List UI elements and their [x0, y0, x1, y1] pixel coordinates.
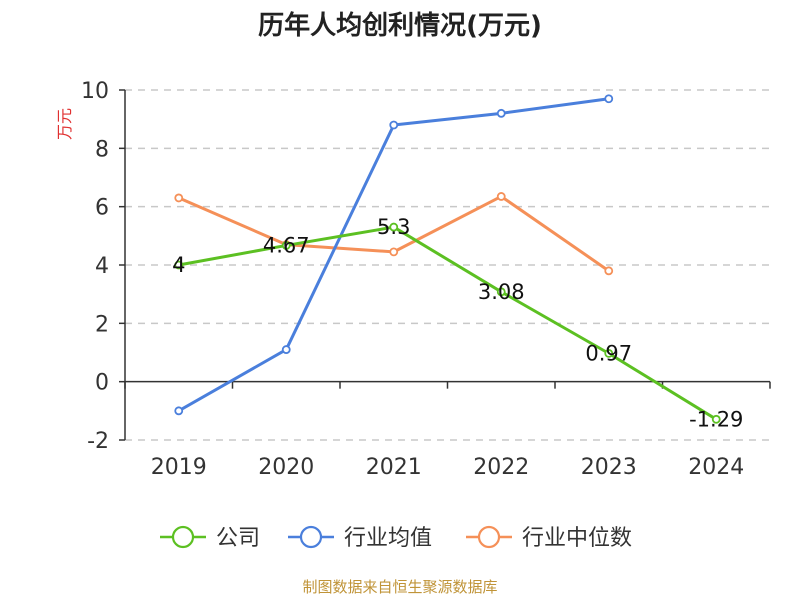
- data-label-company: -1.29: [689, 407, 743, 431]
- data-point-industry_median: [174, 193, 184, 203]
- series-company: [174, 222, 721, 424]
- y-tick-label: 6: [95, 196, 109, 221]
- data-label-company: 5.3: [377, 215, 410, 239]
- data-point-industry_avg: [174, 406, 184, 416]
- data-point-company: [174, 260, 184, 270]
- legend-label: 行业中位数: [522, 526, 632, 551]
- y-axis-unit-label: 万元: [55, 108, 74, 140]
- x-tick-label: 2022: [473, 455, 529, 480]
- legend[interactable]: 公司 行业均值 行业中位数: [160, 525, 632, 551]
- legend-marker: [171, 525, 195, 549]
- y-tick-label: 2: [95, 312, 109, 337]
- data-label-company: 3.08: [478, 280, 525, 304]
- y-tick-label: 4: [95, 254, 109, 279]
- data-point-company: [604, 348, 614, 358]
- grid-lines: [125, 89, 770, 441]
- data-point-company: [496, 287, 506, 297]
- series: [174, 94, 721, 424]
- x-tick-label: 2024: [688, 455, 744, 480]
- data-point-industry_avg: [389, 120, 399, 130]
- data-point-industry_median: [604, 266, 614, 276]
- data-point-industry_median: [496, 192, 506, 201]
- x-tick-label: 2020: [258, 455, 314, 480]
- data-point-industry_avg: [604, 94, 614, 104]
- data-point-company: [711, 414, 721, 424]
- data-point-industry_avg: [281, 345, 291, 354]
- data-point-company: [281, 241, 291, 250]
- y-tick-label: 10: [81, 79, 109, 104]
- legend-item-industry_median[interactable]: 行业中位数: [466, 525, 632, 551]
- legend-label: 公司: [216, 526, 260, 551]
- axes: 10 8 6 4 2 0 -2 2019 2020 2021 2022 2023 2024: [81, 79, 771, 480]
- series-line-company: [178, 225, 718, 421]
- legend-label: 行业均值: [344, 526, 432, 551]
- legend-item-company[interactable]: 公司: [160, 525, 260, 551]
- y-tick-label: -2: [87, 429, 109, 454]
- x-tick-label: 2019: [151, 455, 207, 480]
- source-note: 制图数据来自恒生聚源数据库: [302, 578, 497, 596]
- data-label-company: 0.97: [585, 341, 632, 365]
- data-point-industry_median: [389, 247, 399, 257]
- y-tick-label: 8: [95, 137, 109, 162]
- chart-title: 历年人均创利情况(万元): [258, 10, 542, 41]
- data-label-company: 4.67: [263, 233, 310, 257]
- legend-marker: [477, 525, 501, 549]
- data-point-industry_avg: [496, 108, 506, 118]
- data-point-company: [389, 222, 399, 232]
- data-labels: 4 4.67 5.3 3.08 0.97 -1.29: [172, 215, 743, 431]
- legend-marker: [299, 525, 323, 549]
- y-tick-label: 0: [95, 371, 109, 396]
- legend-item-industry_avg[interactable]: 行业均值: [288, 525, 432, 551]
- x-tick-label: 2021: [366, 455, 422, 480]
- series-industry_avg: [174, 94, 614, 416]
- data-label-company: 4: [172, 253, 185, 277]
- x-tick-label: 2023: [581, 455, 637, 480]
